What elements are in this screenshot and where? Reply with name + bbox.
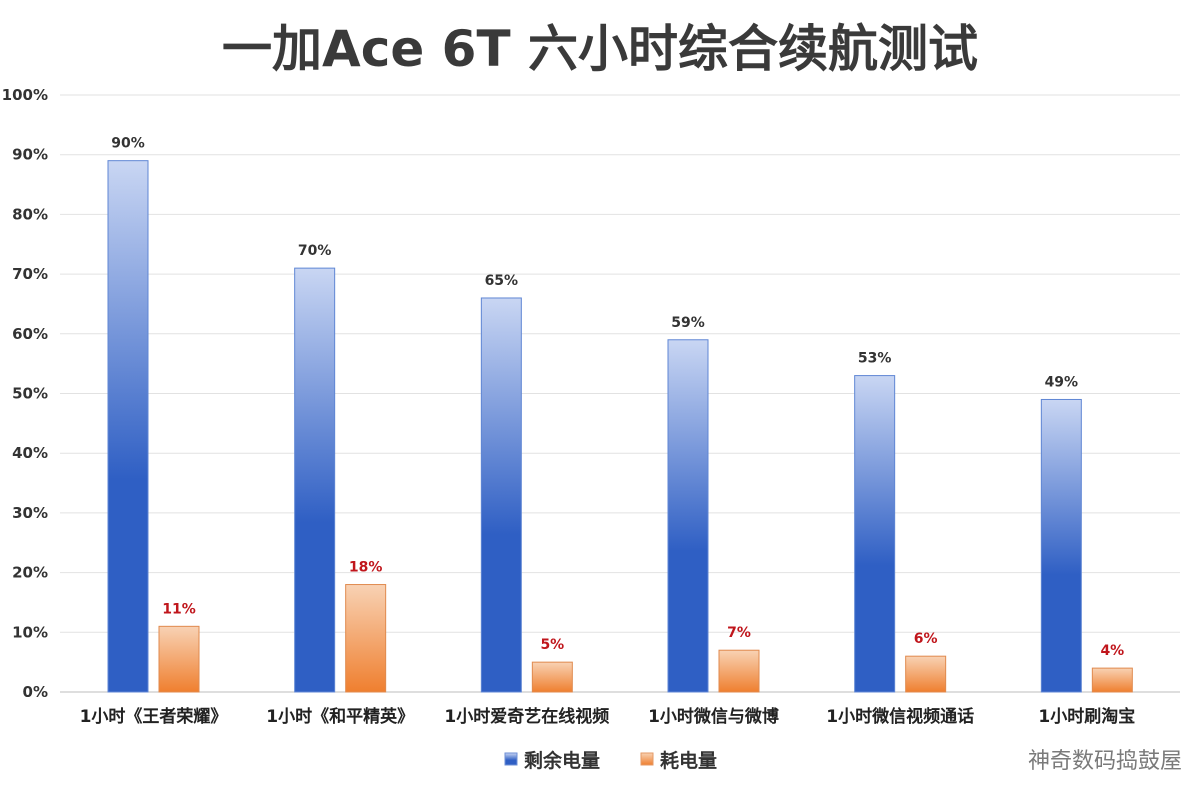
y-tick-label: 20% (12, 564, 48, 582)
y-axis-ticks: 0% 10% 20% 30% 40% 50% 60% 70% 80% 90% 100% (2, 86, 48, 701)
bar-remaining (480, 297, 522, 693)
y-tick-label: 0% (23, 683, 48, 701)
legend-label-consumption: 耗电量 (660, 749, 717, 772)
legend-label-remaining: 剩余电量 (524, 749, 600, 772)
data-label-remaining: 65% (485, 273, 519, 289)
x-tick-label: 1小时爱奇艺在线视频 (444, 706, 609, 727)
y-tick-label: 30% (12, 504, 48, 522)
y-tick-label: 70% (12, 265, 48, 283)
y-tick-label: 90% (12, 146, 48, 164)
legend: 剩余电量 耗电量 (504, 749, 717, 772)
data-label-consumption: 18% (349, 560, 383, 576)
y-tick-label: 50% (12, 385, 48, 403)
y-tick-label: 60% (12, 325, 48, 343)
data-label-remaining: 49% (1045, 374, 1079, 390)
bar-consumption (345, 584, 387, 693)
gridlines (60, 94, 1180, 693)
bar-consumption (531, 661, 573, 693)
bar-consumption (718, 649, 760, 693)
data-label-consumption: 11% (162, 601, 196, 617)
x-axis-ticks: 1小时《王者荣耀》 1小时《和平精英》 1小时爱奇艺在线视频 1小时微信与微博 1小时微… (80, 706, 1136, 727)
data-label-remaining: 70% (298, 243, 332, 259)
bar-remaining (1040, 398, 1082, 693)
x-tick-label: 1小时《和平精英》 (266, 706, 414, 727)
x-tick-label: 1小时微信视频通话 (826, 706, 974, 727)
bar-consumption (905, 655, 947, 693)
chart-title: 一加Ace 6T 六小时综合续航测试 (222, 20, 978, 78)
x-tick-label: 1小时刷淘宝 (1038, 706, 1135, 727)
data-label-remaining: 53% (858, 351, 892, 367)
bar-consumption (158, 625, 200, 693)
bar-remaining (107, 160, 149, 693)
x-tick-label: 1小时微信与微博 (648, 706, 779, 727)
bar-remaining (667, 339, 709, 693)
y-tick-label: 100% (2, 86, 48, 104)
data-label-consumption: 5% (540, 637, 564, 653)
y-tick-label: 80% (12, 205, 48, 223)
data-label-consumption: 7% (727, 625, 751, 641)
data-label-remaining: 59% (671, 315, 705, 331)
y-tick-label: 10% (12, 623, 48, 641)
legend-swatch-remaining (504, 752, 518, 766)
data-label-consumption: 6% (914, 631, 938, 647)
data-label-consumption: 4% (1100, 643, 1124, 659)
watermark: 神奇数码捣鼓屋 (1028, 749, 1182, 774)
bars (107, 160, 1133, 693)
bar-remaining (854, 375, 896, 693)
y-tick-label: 40% (12, 444, 48, 462)
legend-swatch-consumption (640, 752, 654, 766)
bar-consumption (1091, 667, 1133, 693)
bar-remaining (294, 267, 336, 693)
data-label-remaining: 90% (111, 136, 145, 152)
x-tick-label: 1小时《王者荣耀》 (80, 706, 228, 727)
data-labels: 90% 11% 70% 18% 65% 5% 59% 7% 53% 6% 49% 4% (111, 136, 1124, 659)
